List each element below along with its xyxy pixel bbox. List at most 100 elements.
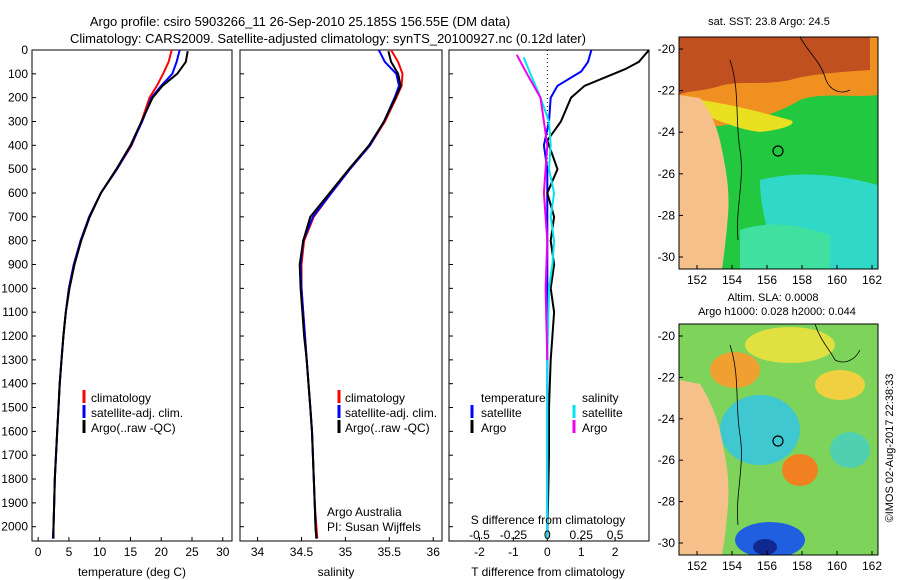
sla-coastline-contour <box>729 344 742 526</box>
legend-label-argo: Argo(..raw -QC) <box>345 421 430 435</box>
sst-map <box>678 36 879 270</box>
sla-x-tick-label: 152 <box>687 559 707 573</box>
sla-y-tick-label: -24 <box>658 412 676 426</box>
series-temperature-argo <box>546 49 650 539</box>
sla-y-tick-label: -22 <box>658 370 676 384</box>
depth-tick-label: 500 <box>8 162 28 176</box>
sst-x-tick-label: 158 <box>792 273 812 287</box>
sst-map-frame <box>678 36 879 270</box>
sst-map-axes: -20 -22 -24 -26 -28 -30 152 154 156 158 160 162 <box>658 42 883 287</box>
sst-map-title: sat. SST: 23.8 Argo: 24.5 <box>708 16 830 28</box>
depth-tick-label: 0 <box>21 43 28 57</box>
sla-low-2 <box>735 522 805 555</box>
depth-tick-label: 1900 <box>1 496 28 510</box>
depth-tick-label: 700 <box>8 210 28 224</box>
sst-y-tick-label: -30 <box>658 250 676 264</box>
depth-tick-label: 1200 <box>1 329 28 343</box>
temperature-x-tick-label: 20 <box>155 545 169 559</box>
depth-tick-label: 1800 <box>1 472 28 486</box>
sla-low-3 <box>753 539 777 555</box>
legend-title-temperature: temperature <box>481 391 546 405</box>
sla-x-tick-label: 154 <box>722 559 742 573</box>
temperature-x-tick-label: 25 <box>185 545 199 559</box>
sst-cool-region-2 <box>740 224 830 269</box>
sst-x-tick-label: 156 <box>757 273 777 287</box>
depth-axis: 0 100 200 300 400 500 600 700 800 900 1000 1100 1200… <box>1 43 453 534</box>
temperature-xlabel: temperature (deg C) <box>78 565 186 579</box>
sst-y-tick-label: -22 <box>658 84 676 98</box>
sla-high-1 <box>745 327 835 363</box>
sla-map <box>678 323 879 556</box>
depth-tick-label: 600 <box>8 186 28 200</box>
salinity-x-tick-label: 35.5 <box>378 545 402 559</box>
tdiff-x-tick-label: -1 <box>508 545 519 559</box>
legend-label-climatology: climatology <box>345 391 405 405</box>
temperature-x-tick-label: 0 <box>35 545 42 559</box>
sst-argo-location-marker <box>772 145 784 157</box>
sdiff-tick-label: 0.5 <box>607 528 624 542</box>
figure-title-line2: Climatology: CARS2009. Satellite-adjuste… <box>70 31 586 46</box>
sla-land <box>679 380 729 555</box>
temperature-x-tick-label: 10 <box>93 545 107 559</box>
sla-x-tick-label: 160 <box>827 559 847 573</box>
sla-map-title-line1: Altim. SLA: 0.0008 <box>727 292 818 304</box>
sla-x-tick-label: 158 <box>792 559 812 573</box>
sst-x-tick-label: 154 <box>722 273 742 287</box>
sst-y-tick-label: -28 <box>658 208 676 222</box>
sst-land <box>679 95 729 269</box>
sla-low-4 <box>830 432 870 468</box>
sdiff-tick-label: 0 <box>544 528 551 542</box>
depth-tick-label: 1300 <box>1 353 28 367</box>
depth-tick-label: 400 <box>8 138 28 152</box>
sla-y-tick-label: -30 <box>658 536 676 550</box>
sdiff-tick-label: 0.25 <box>570 528 594 542</box>
sdiff-tick-label: -0.25 <box>500 528 528 542</box>
depth-tick-label: 900 <box>8 258 28 272</box>
panel-x-axes: 0 5 10 15 20 25 30 34 34.5 35 35.5 36 -2 -1 0 1 2 <box>35 537 619 559</box>
salinity-difference-label: S difference from climatology <box>471 513 626 527</box>
sla-map-title-line2: Argo h1000: 0.028 h2000: 0.044 <box>698 306 856 318</box>
difference-xlabel: T difference from climatology <box>471 565 625 579</box>
salinity-xlabel: salinity <box>318 565 355 579</box>
depth-tick-label: 200 <box>8 91 28 105</box>
salinity-x-tick-label: 36 <box>427 545 441 559</box>
sst-hot-region <box>679 37 870 95</box>
legend-label-sal-argo: Argo <box>582 421 608 435</box>
legend-label-sal-satellite: satellite <box>582 406 623 420</box>
difference-legend: temperature satellite Argo salinity sate… <box>470 391 623 435</box>
depth-tick-label: 100 <box>8 67 28 81</box>
profile-curves <box>51 49 650 541</box>
sst-y-tick-label: -20 <box>658 42 676 56</box>
depth-tick-label: 1100 <box>2 305 28 319</box>
legend-label-climatology: climatology <box>91 391 151 405</box>
temperature-x-tick-label: 30 <box>216 545 230 559</box>
temperature-panel-frame <box>31 49 233 542</box>
temperature-legend: climatology satellite-adj. clim. Argo(..… <box>82 390 183 435</box>
salinity-legend: climatology satellite-adj. clim. Argo(..… <box>337 390 437 435</box>
depth-tick-label: 300 <box>8 115 28 129</box>
temperature-x-tick-label: 5 <box>66 545 73 559</box>
legend-label-argo: Argo(..raw -QC) <box>91 421 176 435</box>
sst-yellow-band <box>700 100 793 132</box>
salinity-panel-frame <box>239 49 443 542</box>
sla-x-tick-label: 156 <box>757 559 777 573</box>
sla-y-tick-label: -20 <box>658 329 676 343</box>
depth-tick-label: 800 <box>8 234 28 248</box>
legend-label-satellite: satellite-adj. clim. <box>91 406 183 420</box>
sst-contour-2 <box>799 37 851 93</box>
depth-tick-label: 1600 <box>1 424 28 438</box>
sla-low-1 <box>720 395 800 465</box>
series-argo-raw-qc- <box>52 51 189 539</box>
depth-tick-label: 1400 <box>1 377 28 391</box>
sla-y-tick-label: -28 <box>658 495 676 509</box>
legend-label-temp-argo: Argo <box>481 421 507 435</box>
salinity-x-tick-label: 34 <box>251 545 265 559</box>
tdiff-x-tick-label: 2 <box>612 545 619 559</box>
depth-tick-label: 2000 <box>1 520 28 534</box>
depth-tick-label: 1700 <box>1 448 28 462</box>
sla-high-4 <box>782 454 818 486</box>
sst-y-tick-label: -24 <box>658 125 676 139</box>
sst-x-tick-label: 162 <box>862 273 882 287</box>
tdiff-x-tick-label: 1 <box>578 545 585 559</box>
